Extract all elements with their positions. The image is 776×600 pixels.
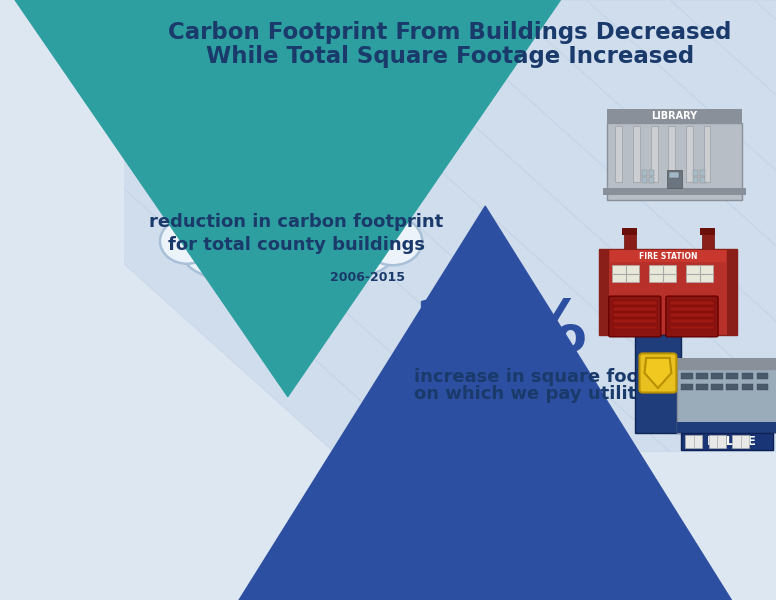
Bar <box>727 248 737 335</box>
Text: Carbon Footprint From Buildings Decreased: Carbon Footprint From Buildings Decrease… <box>168 21 732 44</box>
Bar <box>733 435 749 448</box>
Ellipse shape <box>328 200 399 260</box>
Bar <box>670 319 714 323</box>
Text: 2006-2015: 2006-2015 <box>330 271 405 284</box>
Ellipse shape <box>178 211 271 279</box>
Polygon shape <box>586 0 776 452</box>
Bar <box>649 265 676 282</box>
Bar <box>670 301 714 305</box>
Ellipse shape <box>229 196 347 279</box>
Text: 21%: 21% <box>206 140 386 214</box>
Bar <box>622 227 637 235</box>
Bar <box>613 326 656 329</box>
Polygon shape <box>0 0 418 452</box>
Bar <box>693 170 698 176</box>
Bar <box>681 384 693 391</box>
Polygon shape <box>502 0 776 452</box>
Bar <box>615 126 622 182</box>
Text: POLICE: POLICE <box>706 435 757 448</box>
Bar <box>677 369 776 433</box>
Bar <box>667 170 682 188</box>
Polygon shape <box>250 0 776 452</box>
Bar <box>702 233 714 253</box>
Bar <box>649 170 654 176</box>
Ellipse shape <box>233 151 342 233</box>
Bar <box>669 172 679 178</box>
Text: LIBRARY: LIBRARY <box>651 111 698 121</box>
Bar <box>712 373 723 379</box>
Ellipse shape <box>204 170 296 245</box>
Bar <box>757 384 768 391</box>
Ellipse shape <box>178 197 246 254</box>
Bar <box>696 373 708 379</box>
Bar <box>611 250 726 262</box>
Bar <box>704 126 711 182</box>
Polygon shape <box>754 0 776 452</box>
Polygon shape <box>334 0 776 452</box>
Text: reduction in carbon footprint: reduction in carbon footprint <box>149 213 443 231</box>
Bar <box>677 358 776 369</box>
Bar <box>613 313 656 317</box>
Bar <box>670 326 714 329</box>
Bar <box>598 248 737 335</box>
Polygon shape <box>645 358 671 388</box>
Bar <box>613 319 656 323</box>
Text: for total county buildings: for total county buildings <box>168 236 424 254</box>
FancyBboxPatch shape <box>608 296 661 337</box>
Polygon shape <box>166 0 754 452</box>
Polygon shape <box>0 0 586 452</box>
Bar <box>681 373 693 379</box>
FancyBboxPatch shape <box>666 296 718 337</box>
Polygon shape <box>81 0 670 452</box>
Bar <box>635 335 681 433</box>
Bar <box>613 301 656 305</box>
Bar <box>598 248 608 335</box>
Bar <box>649 177 654 183</box>
Bar <box>699 170 705 176</box>
Bar <box>686 126 693 182</box>
Bar <box>651 126 657 182</box>
Bar <box>699 177 705 183</box>
Bar <box>643 177 647 183</box>
Bar <box>742 373 753 379</box>
Bar <box>603 188 746 195</box>
Bar <box>681 433 774 450</box>
Bar <box>643 170 647 176</box>
Bar <box>613 307 656 311</box>
Ellipse shape <box>160 218 214 264</box>
Bar <box>701 227 715 235</box>
Ellipse shape <box>277 164 374 242</box>
Bar <box>712 384 723 391</box>
Bar <box>693 177 698 183</box>
Bar <box>624 233 636 253</box>
Bar <box>607 123 742 200</box>
Bar <box>677 422 776 433</box>
Bar <box>726 373 738 379</box>
Bar <box>685 435 702 448</box>
Bar <box>686 265 713 282</box>
Bar <box>757 373 768 379</box>
Ellipse shape <box>363 217 422 265</box>
Bar <box>670 313 714 317</box>
Bar <box>696 384 708 391</box>
Text: on which we pay utilities: on which we pay utilities <box>414 385 665 403</box>
Bar <box>708 435 726 448</box>
Ellipse shape <box>300 205 401 277</box>
Bar <box>607 109 742 123</box>
Bar <box>668 126 675 182</box>
Bar <box>670 307 714 311</box>
Text: 24%: 24% <box>414 297 587 366</box>
Text: FIRE STATION: FIRE STATION <box>639 251 698 260</box>
Text: increase in square footage: increase in square footage <box>414 368 684 386</box>
Polygon shape <box>670 0 776 452</box>
Bar <box>742 384 753 391</box>
Bar <box>633 126 640 182</box>
Bar <box>612 265 639 282</box>
Polygon shape <box>418 0 776 452</box>
Bar <box>726 384 738 391</box>
Polygon shape <box>0 0 502 452</box>
FancyBboxPatch shape <box>639 353 677 392</box>
Text: While Total Square Footage Increased: While Total Square Footage Increased <box>206 45 694 68</box>
